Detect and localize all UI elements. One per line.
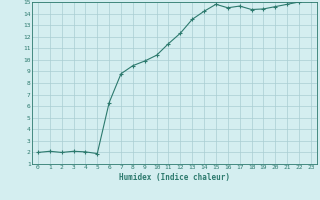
X-axis label: Humidex (Indice chaleur): Humidex (Indice chaleur) <box>119 173 230 182</box>
